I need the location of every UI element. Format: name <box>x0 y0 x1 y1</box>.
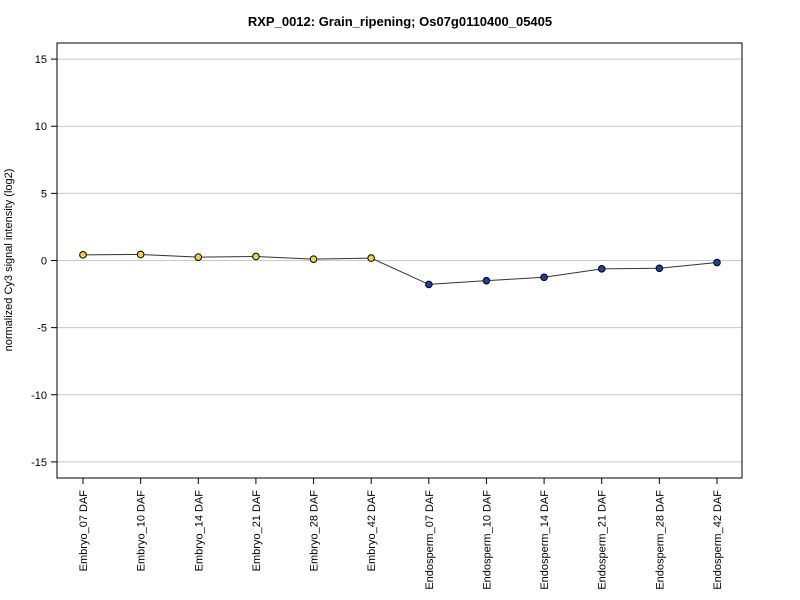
x-tick-label: Endosperm_21 DAF <box>597 490 609 590</box>
data-point <box>425 280 433 289</box>
x-axis: Embryo_07 DAF Embryo_10 DAF Embryo_14 DAF E… <box>78 478 724 590</box>
y-tick-label: -10 <box>31 390 47 402</box>
data-point <box>713 258 721 267</box>
x-tick-label: Endosperm_10 DAF <box>481 490 493 590</box>
x-tick-label: Endosperm_42 DAF <box>712 490 724 590</box>
y-tick-label: 15 <box>35 54 47 66</box>
data-point <box>194 253 203 261</box>
data-point <box>597 265 606 273</box>
x-tick-label: Embryo_28 DAF <box>309 490 321 572</box>
data-series <box>79 250 721 289</box>
x-tick-label: Endosperm_14 DAF <box>539 490 551 590</box>
chart-title: RXP_0012: Grain_ripening; Os07g0110400_0… <box>248 14 552 29</box>
x-tick-label: Embryo_42 DAF <box>366 490 378 572</box>
x-tick-label: Embryo_07 DAF <box>78 490 90 572</box>
data-point <box>309 255 318 263</box>
grid-lines <box>57 58 742 463</box>
data-point <box>540 273 548 282</box>
x-tick-label: Endosperm_28 DAF <box>654 490 666 590</box>
y-tick-label: 0 <box>41 256 47 268</box>
y-tick-label: -5 <box>37 323 47 335</box>
x-tick-label: Endosperm_07 DAF <box>424 490 436 590</box>
x-tick-label: Embryo_14 DAF <box>193 490 205 572</box>
y-tick-label: -15 <box>31 457 47 469</box>
data-point <box>655 264 664 273</box>
series-line <box>82 253 718 285</box>
y-axis: -15 -10 -5 0 5 10 15 <box>31 54 57 469</box>
data-point <box>367 254 375 262</box>
x-tick-label: Embryo_21 DAF <box>251 490 263 572</box>
y-axis-label: normalized Cy3 signal intensity (log2) <box>3 169 15 352</box>
data-point <box>79 251 87 259</box>
data-point <box>252 252 260 261</box>
y-tick-label: 10 <box>35 121 47 133</box>
x-tick-label: Embryo_10 DAF <box>136 490 148 572</box>
data-point <box>482 276 491 285</box>
data-point <box>136 250 145 259</box>
y-tick-label: 5 <box>41 188 47 200</box>
